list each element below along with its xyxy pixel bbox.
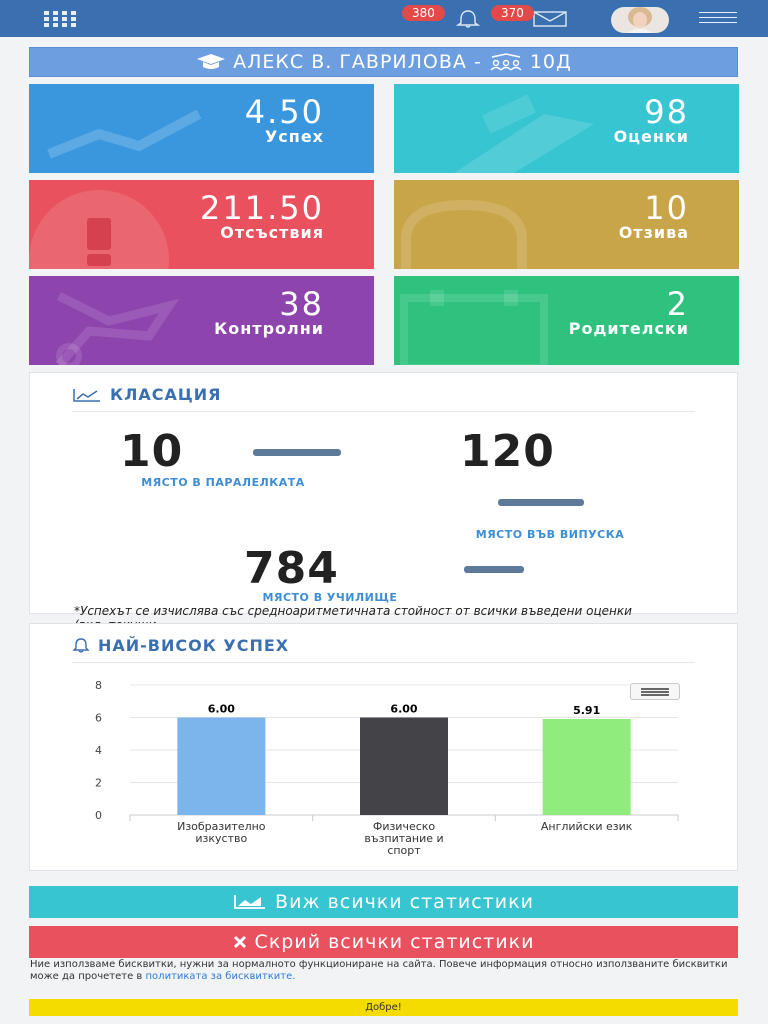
stat-value: 38 (279, 285, 324, 323)
feedback-icon (401, 199, 527, 269)
data-label: 6.00 (390, 703, 417, 716)
area-chart-icon (73, 388, 100, 402)
student-banner: АЛЕКС В. ГАВРИЛОВА - 10Д (29, 47, 738, 77)
best-title-text: НАЙ-ВИСОК УСПЕХ (98, 636, 290, 655)
stat-tile-absences[interactable]: 211.50 Отсъствия (29, 180, 374, 269)
stat-value: 2 (666, 285, 689, 323)
chart-menu-button[interactable] (630, 683, 680, 700)
ranking-title: КЛАСАЦИЯ (72, 385, 221, 404)
hide-all-label: Скрий всички статистики (254, 931, 535, 953)
bell-icon[interactable] (455, 10, 481, 28)
best-title: НАЙ-ВИСОК УСПЕХ (72, 636, 289, 655)
y-tick-label: 4 (95, 744, 102, 757)
y-tick-label: 2 (95, 777, 102, 790)
stat-value: 211.50 (200, 189, 324, 227)
stat-tile-tests[interactable]: 38 Контролни (29, 276, 374, 365)
rank-school-label: МЯСТО В УЧИЛИЩЕ (262, 591, 398, 604)
stat-value: 10 (644, 189, 689, 227)
y-tick-label: 0 (95, 809, 102, 822)
stat-label: Оценки (613, 127, 689, 146)
x-tick-label: Изобразително (177, 820, 266, 833)
best-grades-chart: 0 2 4 6 8 6.00 6.00 5.91 Изобразителноизкуство… (95, 679, 679, 857)
trend-icon (47, 109, 202, 159)
class-icon (490, 53, 522, 71)
calendar-icon (400, 290, 548, 365)
rank-parallel-bar (253, 449, 341, 456)
menu-grid-icon[interactable] (44, 11, 78, 27)
student-name: АЛЕКС В. ГАВРИЛОВА - (233, 51, 482, 73)
data-label: 6.00 (208, 703, 235, 716)
messages-badge[interactable]: 370 (491, 5, 534, 21)
x-tick-label: спорт (387, 844, 421, 857)
test-icon (55, 291, 180, 365)
envelope-icon[interactable] (532, 10, 568, 28)
x-tick-label: възпитание и (364, 832, 443, 845)
ranking-title-text: КЛАСАЦИЯ (110, 385, 222, 404)
view-all-label: Виж всички статистики (275, 891, 534, 913)
divider (72, 662, 695, 663)
bar (360, 717, 448, 815)
y-tick-label: 6 (95, 712, 102, 725)
stat-tile-parents[interactable]: 2 Родителски (394, 276, 739, 365)
hamburger-icon[interactable] (699, 12, 737, 24)
stat-label: Отзива (618, 223, 689, 242)
stat-tile-marks[interactable]: 98 Оценки (394, 84, 739, 173)
notifications-badge[interactable]: 380 (402, 5, 445, 21)
rank-school-value: 784 (244, 543, 339, 594)
bar (177, 717, 266, 815)
top-bar: 380 370 (0, 0, 768, 37)
rank-graduation-bar (498, 499, 584, 506)
divider (72, 411, 695, 412)
cookie-notice: Ние използваме бисквитки, нужни за норма… (30, 959, 730, 983)
ranking-panel: КЛАСАЦИЯ 10 МЯСТО В ПАРАЛЕЛКАТА 120 МЯСТ… (29, 372, 738, 625)
cookie-policy-link[interactable]: политиката за бисквитките. (145, 971, 296, 982)
stat-tile-grade[interactable]: 4.50 Успех (29, 84, 374, 173)
pencil-icon (454, 94, 594, 173)
rank-graduation-value: 120 (460, 426, 555, 477)
stat-label: Успех (264, 127, 324, 146)
stat-value: 4.50 (244, 93, 324, 131)
bell-outline-icon (72, 637, 90, 653)
stat-label: Контролни (214, 319, 324, 338)
x-tick-label: Физическо (373, 820, 436, 833)
x-tick-label: изкуство (195, 832, 247, 845)
y-tick-label: 8 (95, 679, 102, 692)
cookie-text: Ние използваме бисквитки, нужни за норма… (30, 959, 728, 982)
x-tick-label: Английски език (541, 820, 633, 833)
rank-school-bar (464, 566, 524, 573)
stat-tile-feedback[interactable]: 10 Отзива (394, 180, 739, 269)
close-icon (233, 935, 246, 949)
warning-icon (29, 190, 169, 269)
stat-label: Отсъствия (220, 223, 324, 242)
ranking-footnote: *Успехът се изчислява със средноаритмети… (74, 604, 632, 625)
hide-all-stats-button[interactable]: Скрий всички статистики (29, 926, 738, 958)
student-icon (197, 54, 226, 69)
cookie-accept-button[interactable]: Добре! (29, 999, 738, 1016)
best-grades-panel: НАЙ-ВИСОК УСПЕХ 0 2 4 6 8 6.00 6.00 5.91 Изобр… (29, 623, 738, 871)
data-label: 5.91 (573, 704, 600, 717)
area-chart-icon (234, 895, 266, 909)
bar (542, 718, 631, 815)
rank-parallel-value: 10 (120, 426, 184, 477)
stat-value: 98 (644, 93, 689, 131)
rank-parallel-label: МЯСТО В ПАРАЛЕЛКАТА (141, 476, 305, 489)
stat-label: Родителски (568, 319, 689, 338)
rank-graduation-label: МЯСТО ВЪВ ВИПУСКА (475, 528, 625, 541)
avatar[interactable] (611, 7, 669, 33)
view-all-stats-button[interactable]: Виж всички статистики (29, 886, 738, 918)
student-class: 10Д (529, 51, 572, 73)
